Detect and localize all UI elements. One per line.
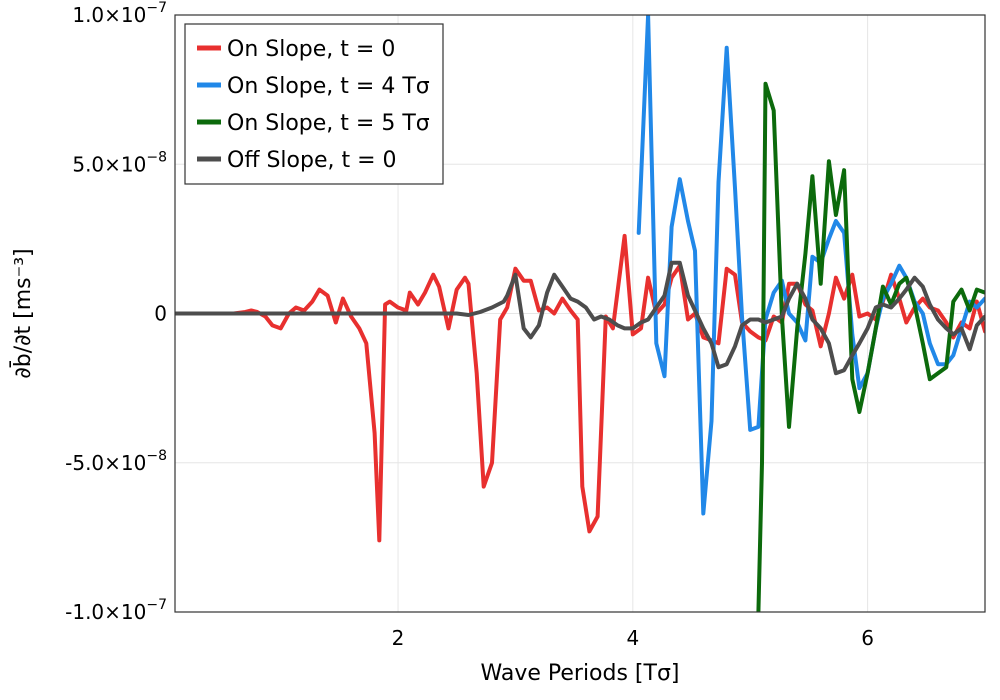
y-axis-ticks: 1.0×10−7 5.0×10−8 0 -5.0×10−8 -1.0×10−7 — [65, 0, 167, 624]
series-line-1 — [175, 233, 985, 543]
series-line-2 — [636, 15, 985, 516]
series-line-4 — [175, 260, 985, 376]
legend-label: On Slope, t = 4 Tσ — [227, 74, 430, 99]
y-axis-label: ∂b̄/∂t [ms⁻³] — [10, 248, 36, 378]
y-tick-label: -5.0×10−8 — [65, 448, 167, 475]
y-tick-label: 5.0×10−8 — [72, 149, 167, 176]
x-axis-label: Wave Periods [Tσ] — [481, 661, 680, 686]
legend-box — [184, 23, 444, 185]
series-layer — [175, 15, 985, 612]
plot-area — [174, 14, 986, 613]
x-tick-label: 4 — [626, 626, 639, 650]
legend-label: Off Slope, t = 0 — [227, 148, 397, 173]
y-tick-label: -1.0×10−7 — [65, 597, 167, 624]
plot-frame — [174, 14, 986, 613]
legend-label: On Slope, t = 0 — [227, 37, 395, 62]
series-line-3 — [756, 81, 985, 612]
y-tick-label: 0 — [154, 302, 167, 326]
y-tick-label: 1.0×10−7 — [72, 0, 167, 27]
legend: On Slope, t = 0 On Slope, t = 4 Tσ On Slop… — [184, 23, 444, 185]
legend-label: On Slope, t = 5 Tσ — [227, 111, 430, 136]
x-tick-label: 2 — [392, 626, 405, 650]
x-axis-ticks: 2 4 6 — [392, 626, 874, 650]
x-tick-label: 6 — [861, 626, 874, 650]
